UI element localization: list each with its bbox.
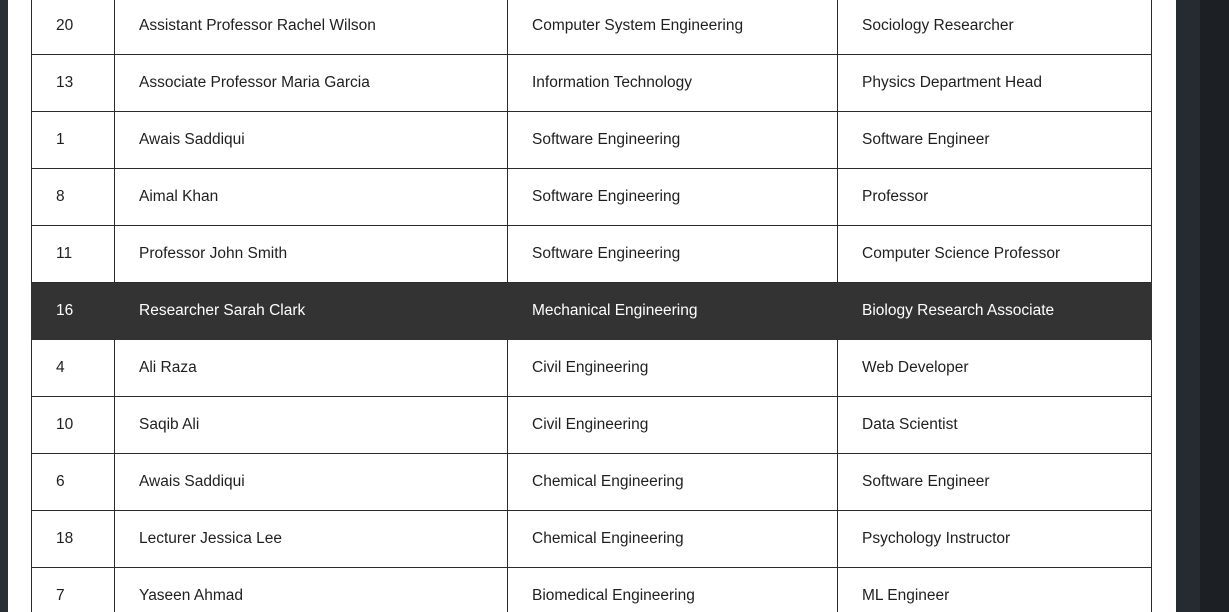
table-row[interactable]: 4 Ali Raza Civil Engineering Web Develop… — [31, 339, 1152, 397]
right-window-edge — [1200, 0, 1229, 612]
department-cell: Computer System Engineering — [507, 0, 838, 55]
id-cell: 11 — [31, 225, 115, 283]
department-cell: Software Engineering — [507, 225, 838, 283]
table-body: 20 Assistant Professor Rachel Wilson Com… — [31, 0, 1152, 612]
designation-cell: Data Scientist — [837, 396, 1152, 454]
id-cell: 7 — [31, 567, 115, 612]
name-cell: Lecturer Jessica Lee — [114, 510, 508, 568]
name-cell: Aimal Khan — [114, 168, 508, 226]
id-cell: 6 — [31, 453, 115, 511]
designation-cell: Sociology Researcher — [837, 0, 1152, 55]
department-cell: Civil Engineering — [507, 396, 838, 454]
table-row[interactable]: 8 Aimal Khan Software Engineering Profes… — [31, 168, 1152, 226]
name-cell: Professor John Smith — [114, 225, 508, 283]
department-cell: Chemical Engineering — [507, 453, 838, 511]
table-row[interactable]: 20 Assistant Professor Rachel Wilson Com… — [31, 0, 1152, 55]
designation-cell: Software Engineer — [837, 453, 1152, 511]
department-cell: Software Engineering — [507, 111, 838, 169]
department-cell: Biomedical Engineering — [507, 567, 838, 612]
scrollbar-track[interactable] — [1176, 0, 1200, 612]
table-row[interactable]: 6 Awais Saddiqui Chemical Engineering So… — [31, 453, 1152, 511]
designation-cell: Computer Science Professor — [837, 225, 1152, 283]
table-panel: 20 Assistant Professor Rachel Wilson Com… — [8, 0, 1176, 612]
table-row[interactable]: 1 Awais Saddiqui Software Engineering So… — [31, 111, 1152, 169]
department-cell: Chemical Engineering — [507, 510, 838, 568]
name-cell: Awais Saddiqui — [114, 453, 508, 511]
id-cell: 4 — [31, 339, 115, 397]
designation-cell: Web Developer — [837, 339, 1152, 397]
table-row[interactable]: 10 Saqib Ali Civil Engineering Data Scie… — [31, 396, 1152, 454]
id-cell: 20 — [31, 0, 115, 55]
designation-cell: Software Engineer — [837, 111, 1152, 169]
name-cell: Yaseen Ahmad — [114, 567, 508, 612]
table-row[interactable]: 13 Associate Professor Maria Garcia Info… — [31, 54, 1152, 112]
id-cell: 18 — [31, 510, 115, 568]
id-cell: 13 — [31, 54, 115, 112]
designation-cell: Biology Research Associate — [837, 282, 1152, 340]
name-cell: Awais Saddiqui — [114, 111, 508, 169]
name-cell: Associate Professor Maria Garcia — [114, 54, 508, 112]
left-window-edge — [0, 0, 8, 612]
department-cell: Mechanical Engineering — [507, 282, 838, 340]
name-cell: Ali Raza — [114, 339, 508, 397]
id-cell: 16 — [31, 282, 115, 340]
designation-cell: ML Engineer — [837, 567, 1152, 612]
name-cell: Saqib Ali — [114, 396, 508, 454]
faculty-table: 20 Assistant Professor Rachel Wilson Com… — [31, 0, 1152, 612]
designation-cell: Professor — [837, 168, 1152, 226]
table-row[interactable]: 11 Professor John Smith Software Enginee… — [31, 225, 1152, 283]
department-cell: Civil Engineering — [507, 339, 838, 397]
id-cell: 10 — [31, 396, 115, 454]
name-cell: Assistant Professor Rachel Wilson — [114, 0, 508, 55]
designation-cell: Psychology Instructor — [837, 510, 1152, 568]
table-row-selected[interactable]: 16 Researcher Sarah Clark Mechanical Eng… — [31, 282, 1152, 340]
department-cell: Software Engineering — [507, 168, 838, 226]
name-cell: Researcher Sarah Clark — [114, 282, 508, 340]
designation-cell: Physics Department Head — [837, 54, 1152, 112]
table-row[interactable]: 7 Yaseen Ahmad Biomedical Engineering ML… — [31, 567, 1152, 612]
id-cell: 8 — [31, 168, 115, 226]
id-cell: 1 — [31, 111, 115, 169]
department-cell: Information Technology — [507, 54, 838, 112]
table-row[interactable]: 18 Lecturer Jessica Lee Chemical Enginee… — [31, 510, 1152, 568]
